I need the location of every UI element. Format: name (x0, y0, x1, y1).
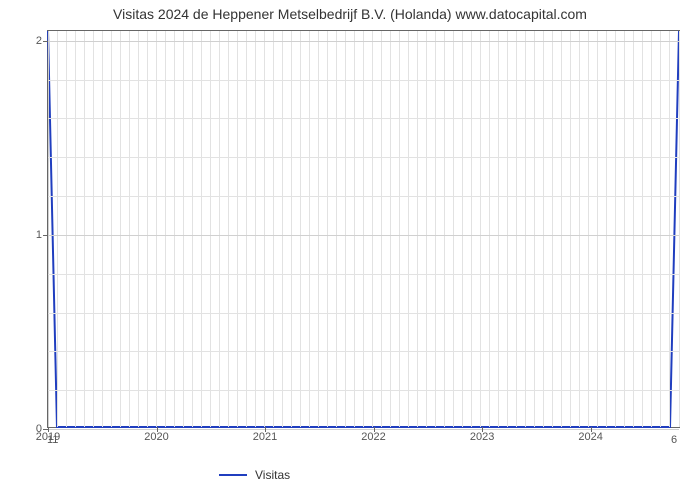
annotation: 11 (47, 434, 58, 446)
x-tick-label: 2024 (578, 431, 602, 443)
plot-area: 012201920202021202220232024 (47, 30, 680, 428)
x-tick-label: 2021 (253, 431, 277, 443)
legend-label: Visitas (255, 468, 290, 482)
legend-swatch (219, 474, 247, 476)
annotation: 6 (671, 434, 677, 446)
x-tick-label: 2022 (361, 431, 385, 443)
y-tick-label: 2 (36, 35, 42, 47)
x-tick-label: 2020 (144, 431, 168, 443)
chart-title: Visitas 2024 de Heppener Metselbedrijf B… (0, 6, 700, 22)
y-tick-label: 1 (36, 229, 42, 241)
legend: Visitas (219, 468, 290, 482)
x-tick-label: 2023 (470, 431, 494, 443)
